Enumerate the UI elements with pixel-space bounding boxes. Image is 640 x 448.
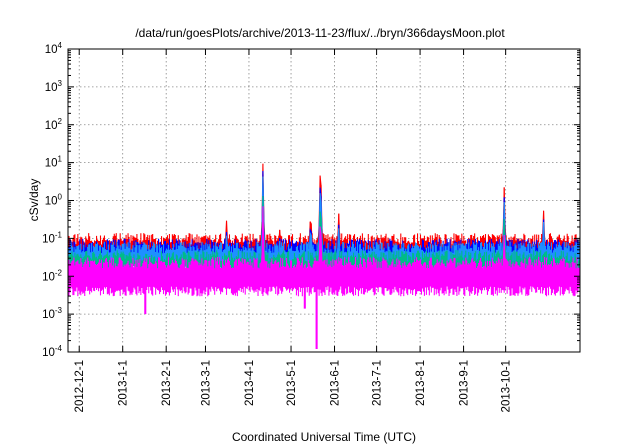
y-tick-label: 102 <box>45 117 63 132</box>
y-tick-base: 10 <box>45 44 58 56</box>
y-tick-label: 10-3 <box>42 306 62 321</box>
x-tick-label: 2012-12-1 <box>74 360 86 412</box>
x-tick-label: 2013-8-1 <box>415 360 427 406</box>
y-tick-label: 101 <box>45 155 63 170</box>
y-axis-label-group: cSv/day <box>27 179 41 222</box>
x-tick-label: 2013-5-1 <box>286 360 298 406</box>
y-axis-label: cSv/day <box>27 179 41 222</box>
y-tick-exponent: 1 <box>58 155 63 164</box>
y-tick-base: 10 <box>45 82 58 94</box>
y-tick-label: 103 <box>45 79 63 94</box>
chart-title: /data/run/goesPlots/archive/2013-11-23/f… <box>135 26 505 40</box>
y-tick-exponent: -1 <box>55 230 63 239</box>
y-tick-base: 10 <box>45 120 58 132</box>
y-tick-exponent: -2 <box>55 268 63 277</box>
y-tick-exponent: 2 <box>58 117 63 126</box>
y-tick-base: 10 <box>42 233 55 245</box>
y-tick-base: 10 <box>45 158 58 170</box>
y-tick-exponent: -4 <box>55 344 63 353</box>
y-tick-base: 10 <box>45 196 58 208</box>
y-tick-label: 10-4 <box>42 344 62 359</box>
y-tick-label: 10-2 <box>42 268 62 283</box>
y-tick-exponent: 3 <box>58 79 63 88</box>
y-tick-base: 10 <box>42 309 55 321</box>
x-tick-label: 2013-7-1 <box>372 360 384 406</box>
y-tick-label: 104 <box>45 41 63 56</box>
x-tick-label: 2013-2-1 <box>161 360 173 406</box>
x-tick-label: 2013-3-1 <box>200 360 212 406</box>
x-tick-label: 2013-10-1 <box>501 360 513 412</box>
y-tick-exponent: 4 <box>58 41 63 50</box>
y-tick-label: 100 <box>45 193 63 208</box>
y-tick-base: 10 <box>42 347 55 359</box>
x-tick-label: 2013-4-1 <box>244 360 256 406</box>
y-tick-label: 10-1 <box>42 230 62 245</box>
x-tick-label: 2013-1-1 <box>118 360 130 406</box>
series-layer <box>68 163 580 349</box>
x-tick-label: 2013-9-1 <box>459 360 471 406</box>
x-axis-label: Coordinated Universal Time (UTC) <box>232 430 416 444</box>
tick-layer: 10-410-310-210-11001011021031042012-12-1… <box>42 41 580 412</box>
y-tick-exponent: 0 <box>58 193 63 202</box>
y-tick-exponent: -3 <box>55 306 63 315</box>
x-tick-label: 2013-6-1 <box>330 360 342 406</box>
series-line <box>68 206 580 284</box>
y-tick-base: 10 <box>42 271 55 283</box>
